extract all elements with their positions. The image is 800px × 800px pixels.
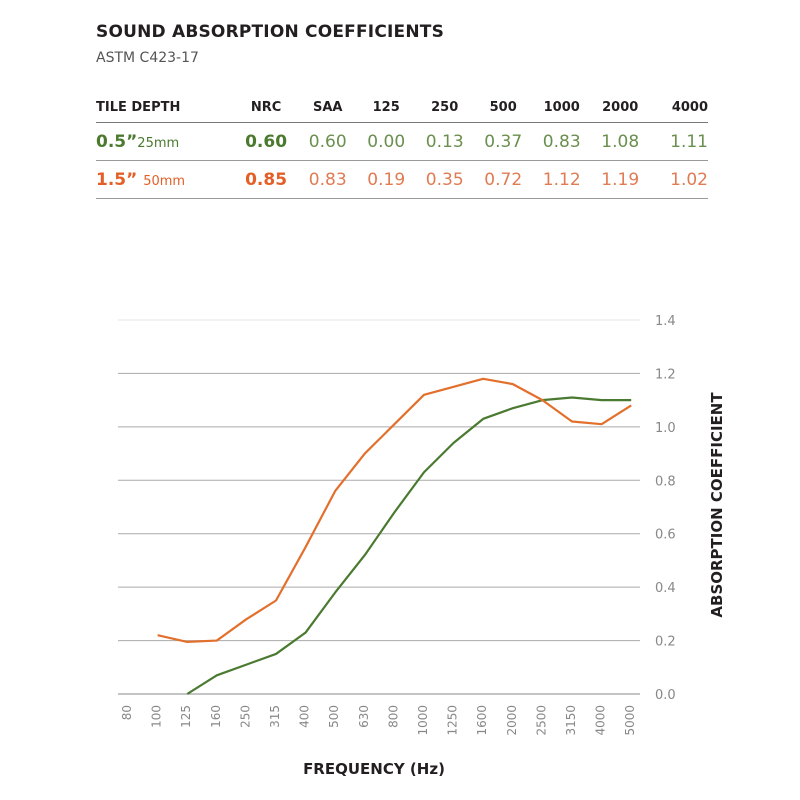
- x-tick-label: 100: [150, 705, 164, 728]
- x-tick-label: 125: [179, 705, 193, 728]
- series-line-one-and-half-inch: [157, 377, 632, 644]
- x-tick-label: 800: [386, 705, 400, 728]
- x-tick-label: 2500: [534, 705, 548, 736]
- value-cell: 0.83: [532, 122, 591, 161]
- value-cell: 1.02: [649, 160, 708, 199]
- value-cell: 1.12: [532, 160, 591, 199]
- y-tick-label: 1.0: [655, 421, 676, 436]
- x-tick-label: 3150: [564, 705, 578, 736]
- col-saa: SAA: [298, 100, 357, 123]
- table-row: 0.5”25mm 0.60 0.60 0.00 0.13 0.37 0.83 1…: [96, 122, 708, 161]
- nrc-cell: 0.60: [233, 122, 299, 161]
- grid-lines: [118, 319, 640, 695]
- x-tick-label: 500: [327, 705, 341, 728]
- x-tick-label: 5000: [623, 705, 637, 736]
- value-cell: 0.35: [415, 160, 474, 199]
- saa-cell: 0.60: [298, 122, 357, 161]
- value-cell: 0.13: [415, 122, 474, 161]
- col-4000: 4000: [649, 100, 708, 123]
- x-tick-label: 1250: [446, 705, 460, 736]
- x-tick-label: 250: [238, 705, 252, 728]
- col-2000: 2000: [590, 100, 650, 123]
- y-axis-title: ABSORPTION COEFFICIENT: [708, 392, 726, 618]
- value-cell: 0.00: [356, 122, 416, 161]
- x-tick-label: 1600: [475, 705, 489, 736]
- x-tick-label: 315: [268, 705, 282, 728]
- table-header-row: TILE DEPTH NRC SAA 125 250 500 1000 2000…: [96, 100, 708, 123]
- standard-subtitle: ASTM C423-17: [96, 50, 199, 66]
- table-row: 1.5” 50mm 0.85 0.83 0.19 0.35 0.72 1.12 …: [96, 160, 708, 199]
- col-500: 500: [473, 100, 533, 123]
- saa-cell: 0.83: [298, 160, 357, 199]
- y-tick-label: 0.8: [655, 474, 676, 489]
- x-axis-title: FREQUENCY (Hz): [303, 760, 445, 778]
- value-cell: 1.19: [590, 160, 650, 199]
- col-tile-depth: TILE DEPTH: [96, 100, 234, 123]
- depth-inches: 0.5”: [96, 131, 138, 152]
- x-tick-label: 630: [357, 705, 371, 728]
- col-250: 250: [415, 100, 474, 123]
- y-tick-label: 1.2: [655, 367, 676, 382]
- tile-depth-cell: 0.5”25mm: [96, 122, 234, 161]
- y-tick-label: 1.4: [655, 314, 676, 329]
- x-tick-label: 4000: [594, 705, 608, 736]
- depth-mm: 25mm: [137, 135, 180, 151]
- x-tick-label: 160: [209, 705, 223, 728]
- nrc-cell: 0.85: [233, 160, 299, 199]
- x-tick-label: 2000: [505, 705, 519, 736]
- value-cell: 1.11: [649, 122, 708, 161]
- x-axis-ticks: 80 100 125 160 250 315 400 500 630 800 1000 1250 160…: [120, 705, 637, 736]
- col-1000: 1000: [532, 100, 591, 123]
- chart-title: SOUND ABSORPTION COEFFICIENTS: [96, 22, 445, 42]
- col-nrc: NRC: [233, 100, 299, 123]
- col-125: 125: [356, 100, 416, 123]
- tile-depth-cell: 1.5” 50mm: [96, 160, 234, 199]
- y-tick-label: 0.2: [655, 635, 676, 650]
- value-cell: 0.19: [356, 160, 416, 199]
- value-cell: 0.37: [473, 122, 533, 161]
- depth-inches: 1.5”: [96, 169, 138, 190]
- x-tick-label: 80: [120, 705, 134, 720]
- value-cell: 1.08: [590, 122, 650, 161]
- series-line-half-inch: [186, 396, 632, 695]
- y-tick-label: 0.6: [655, 528, 676, 543]
- y-axis-ticks: 0.0 0.2 0.4 0.6 0.8 1.0 1.2 1.4: [655, 314, 676, 703]
- depth-mm: 50mm: [143, 173, 186, 189]
- y-tick-label: 0.4: [655, 581, 676, 596]
- series-lines: [157, 377, 632, 695]
- coefficients-table: TILE DEPTH NRC SAA 125 250 500 1000 2000…: [96, 100, 708, 199]
- x-tick-label: 400: [298, 705, 312, 728]
- value-cell: 0.72: [473, 160, 533, 199]
- x-tick-label: 1000: [416, 705, 430, 736]
- y-tick-label: 0.0: [655, 688, 676, 703]
